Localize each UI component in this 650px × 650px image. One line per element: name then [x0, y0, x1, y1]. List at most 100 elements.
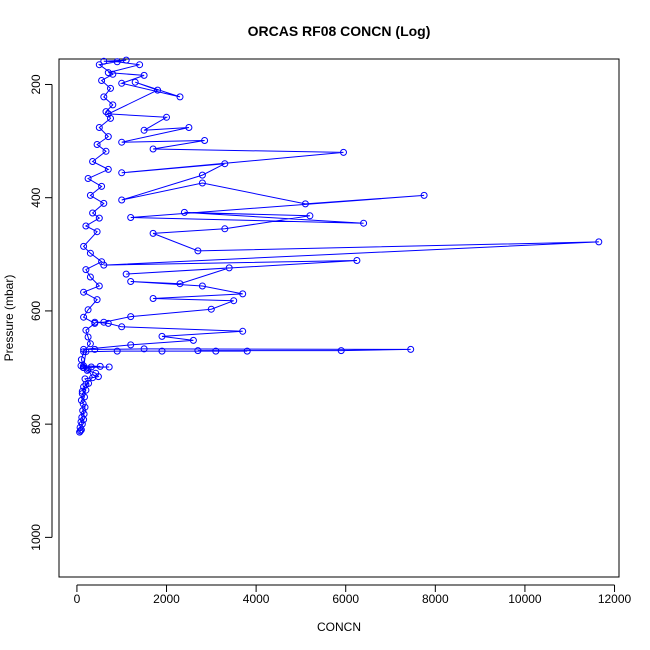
- data-point: [77, 427, 84, 435]
- data-point: [239, 327, 247, 335]
- y-tick-label: 600: [29, 301, 43, 321]
- data-point: [306, 212, 314, 220]
- data-point: [80, 313, 88, 321]
- data-point: [225, 264, 233, 272]
- data-point: [420, 191, 428, 199]
- data-point: [221, 160, 229, 168]
- data-point: [82, 348, 90, 356]
- data-point: [595, 238, 603, 246]
- data-point: [353, 257, 361, 264]
- data-point: [127, 313, 135, 321]
- data-point: [102, 108, 110, 116]
- data-point: [80, 288, 88, 296]
- data-point: [140, 345, 148, 353]
- data-point: [86, 191, 94, 199]
- data-point: [84, 175, 92, 182]
- x-tick-label: 2000: [153, 592, 180, 606]
- data-point: [189, 336, 197, 344]
- data-point: [198, 171, 206, 179]
- data-point: [230, 297, 238, 305]
- data-point: [98, 258, 106, 266]
- data-point: [89, 158, 97, 165]
- data-point: [109, 101, 117, 109]
- data-point: [77, 356, 85, 364]
- data-point: [95, 214, 103, 222]
- data-point: [122, 270, 130, 278]
- data-point: [80, 345, 88, 353]
- data-point: [136, 61, 144, 69]
- data-point: [84, 365, 92, 373]
- data-point: [122, 56, 130, 64]
- data-point: [131, 78, 139, 86]
- y-axis-label: Pressure (mbar): [2, 275, 16, 362]
- data-point: [86, 249, 94, 257]
- data-point: [95, 124, 103, 131]
- data-point: [100, 93, 108, 101]
- data-point: [82, 381, 90, 388]
- data-point: [98, 77, 106, 84]
- x-tick-label: 8000: [422, 592, 449, 606]
- data-point: [198, 179, 206, 187]
- series-layer: [76, 56, 603, 436]
- data-point: [80, 383, 88, 391]
- data-point: [100, 318, 108, 326]
- x-tick-label: 12000: [598, 592, 632, 606]
- x-tick-label: 4000: [243, 592, 270, 606]
- data-point: [113, 347, 121, 355]
- data-point: [118, 138, 126, 146]
- data-point: [194, 347, 202, 355]
- data-point: [84, 306, 92, 314]
- data-point: [109, 70, 117, 78]
- data-point: [301, 200, 309, 208]
- data-point: [89, 209, 97, 217]
- plot-frame: [58, 58, 620, 578]
- data-point: [243, 347, 251, 355]
- data-point: [93, 228, 101, 236]
- data-point: [239, 290, 247, 298]
- y-tick-label: 1000: [29, 524, 43, 551]
- x-tick-label: 6000: [332, 592, 359, 606]
- data-point: [78, 387, 86, 395]
- data-point: [80, 348, 88, 356]
- data-point: [80, 410, 88, 418]
- data-point: [118, 79, 126, 87]
- data-point: [79, 400, 87, 408]
- data-point: [154, 86, 162, 94]
- data-point: [118, 196, 126, 204]
- data-point: [104, 133, 112, 141]
- data-point: [81, 403, 89, 411]
- data-point: [102, 147, 110, 155]
- data-point: [93, 296, 101, 304]
- data-point: [198, 282, 206, 290]
- y-tick-label: 800: [29, 414, 43, 434]
- data-point: [104, 69, 112, 77]
- x-axis-label: CONCN: [317, 620, 361, 634]
- y-axis: 200 400 600 800 1000: [29, 74, 53, 551]
- data-point: [104, 319, 112, 327]
- y-tick-label: 200: [29, 74, 43, 94]
- data-point: [176, 93, 184, 101]
- data-point: [118, 169, 126, 177]
- series-line: [79, 59, 599, 433]
- chart-title: ORCAS RF08 CONCN (Log): [248, 23, 431, 39]
- x-tick-label: 10000: [508, 592, 542, 606]
- data-point: [163, 113, 170, 121]
- data-point: [89, 374, 97, 382]
- data-point: [180, 208, 188, 216]
- data-point: [82, 222, 90, 230]
- data-point: [84, 333, 92, 341]
- data-point: [176, 280, 184, 288]
- data-point: [95, 61, 103, 69]
- data-point: [86, 340, 94, 348]
- data-point: [407, 345, 415, 353]
- data-point: [207, 305, 215, 313]
- data-point: [118, 323, 126, 331]
- data-point: [221, 225, 229, 233]
- data-point: [201, 137, 209, 144]
- data-point: [337, 347, 345, 355]
- data-point: [95, 282, 103, 290]
- data-point: [80, 242, 88, 250]
- data-point: [212, 347, 220, 355]
- data-point: [140, 71, 148, 79]
- data-point: [158, 347, 166, 355]
